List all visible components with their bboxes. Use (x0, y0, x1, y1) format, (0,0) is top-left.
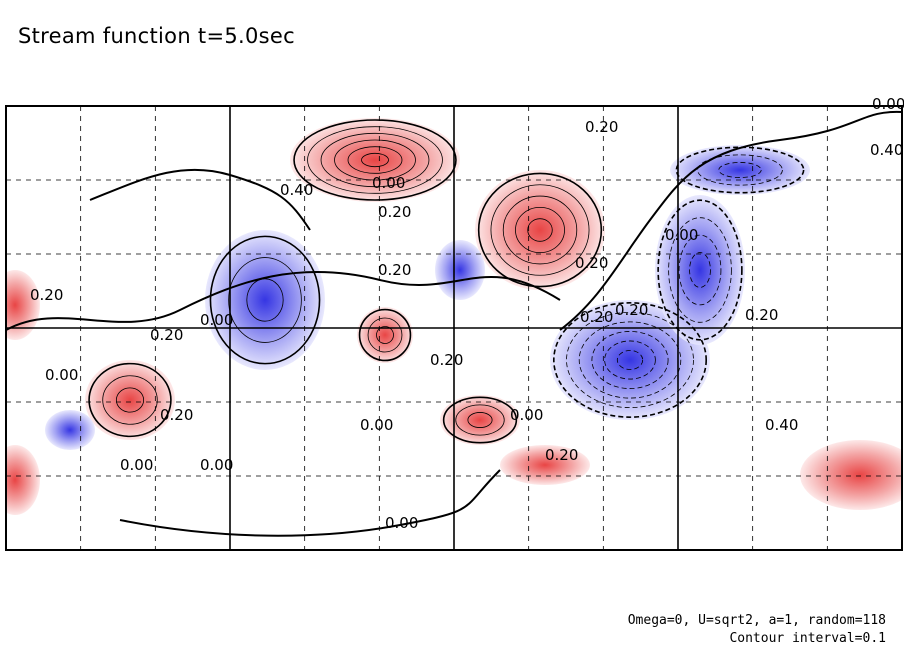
contour-ring-5-3 (209, 235, 321, 365)
contour-label: 0.40 (280, 181, 313, 199)
contour-ring-1-3 (502, 195, 578, 265)
contour-label: 0.00 (372, 174, 405, 192)
plot-frame (5, 105, 903, 551)
contour-ring-1-2 (515, 206, 565, 254)
contour-lines (6, 110, 902, 537)
contour-ring-6-1 (376, 326, 394, 344)
contour-label: 0.20 (615, 301, 648, 319)
contour-label: 0.20 (160, 406, 193, 424)
contour-ring-0-1 (361, 152, 389, 168)
contour-ring-3-3 (668, 217, 732, 323)
contour-label: 0.40 (765, 416, 798, 434)
contour-fill-12 (6, 445, 40, 515)
contour-fill-13 (435, 240, 485, 300)
contour-ring-2-2 (604, 340, 656, 380)
contour-ring-2-6 (553, 302, 707, 418)
contour-ring-0-3 (334, 139, 416, 181)
contour-label: 0.20 (545, 446, 578, 464)
zero-contour-1 (559, 110, 902, 331)
contour-label: 0.00 (510, 406, 543, 424)
contour-label: 0.00 (200, 456, 233, 474)
contour-label: 0.20 (585, 118, 618, 136)
contour-labels: 0.000.200.400.000.200.400.200.200.000.20… (30, 95, 904, 532)
contour-label: 0.20 (378, 203, 411, 221)
contour-ring-8-2 (455, 404, 505, 436)
contour-ring-4-3 (675, 146, 805, 194)
contour-ring-3-2 (678, 234, 722, 306)
contour-fill-0 (290, 118, 460, 202)
contour-fills (6, 118, 902, 515)
contour-label: 0.20 (580, 308, 613, 326)
contour-ring-2-1 (616, 350, 644, 370)
contour-label: 0.20 (575, 254, 608, 272)
zero-contour-0 (6, 270, 561, 331)
zero-contour-2 (119, 469, 501, 537)
contour-ring-6-3 (358, 308, 412, 362)
contour-ring-3-4 (657, 199, 743, 341)
contour-label: 0.00 (385, 514, 418, 532)
contour-fill-7 (85, 360, 175, 440)
contour-ring-5-2 (228, 257, 302, 343)
contour-ring-7-3 (88, 362, 172, 438)
contour-ring-7-2 (102, 375, 158, 425)
contour-ring-2-4 (578, 321, 682, 399)
contour-label: 0.20 (150, 326, 183, 344)
contour-label: 0.20 (30, 286, 63, 304)
contour-interval-note: Contour interval=0.1 (729, 631, 886, 646)
contour-fill-9 (500, 445, 590, 485)
contour-label: 0.00 (872, 95, 904, 113)
contour-fill-11 (6, 270, 40, 340)
contour-ring-0-2 (347, 146, 403, 174)
contour-ring-3-1 (689, 252, 711, 288)
contour-ring-0-5 (307, 126, 443, 194)
contour-label: 0.20 (378, 261, 411, 279)
contour-ring-6-2 (367, 317, 403, 353)
contour-label: 0.40 (870, 141, 903, 159)
contour-label: 0.20 (430, 351, 463, 369)
contour-ring-2-3 (591, 331, 669, 389)
contour-fill-14 (45, 410, 95, 450)
contour-fill-10 (800, 440, 902, 510)
contour-fill-1 (475, 170, 605, 290)
contour-ring-0-6 (293, 119, 457, 201)
contour-label: 0.00 (360, 416, 393, 434)
contour-label: 0.00 (665, 226, 698, 244)
contour-fill-8 (440, 395, 520, 445)
contour-ring-2-5 (566, 311, 694, 409)
contour-ring-1-5 (477, 172, 603, 288)
contour-label: 0.00 (200, 311, 233, 329)
contour-ring-1-4 (490, 184, 590, 276)
chart-title: Stream function t=5.0sec (18, 24, 295, 48)
contour-fill-2 (550, 300, 710, 420)
contour-fill-6 (357, 307, 413, 363)
contour-ring-7-1 (115, 387, 145, 413)
contour-ring-8-1 (467, 412, 493, 428)
contour-fill-4 (670, 145, 810, 195)
contour-label: 0.00 (120, 456, 153, 474)
contour-ring-8-3 (442, 396, 518, 444)
zero-contour-3 (89, 168, 311, 231)
contour-ring-1-1 (527, 218, 553, 242)
contour-ring-0-4 (320, 132, 430, 188)
contour-ring-4-2 (697, 154, 783, 186)
grid-lines (6, 106, 902, 550)
contour-label: 0.00 (45, 366, 78, 384)
contour-label: 0.20 (745, 306, 778, 324)
parameter-note: Omega=0, U=sqrt2, a=1, random=118 (627, 613, 886, 628)
contour-fill-5 (205, 230, 325, 370)
contour-ring-4-1 (718, 162, 762, 178)
